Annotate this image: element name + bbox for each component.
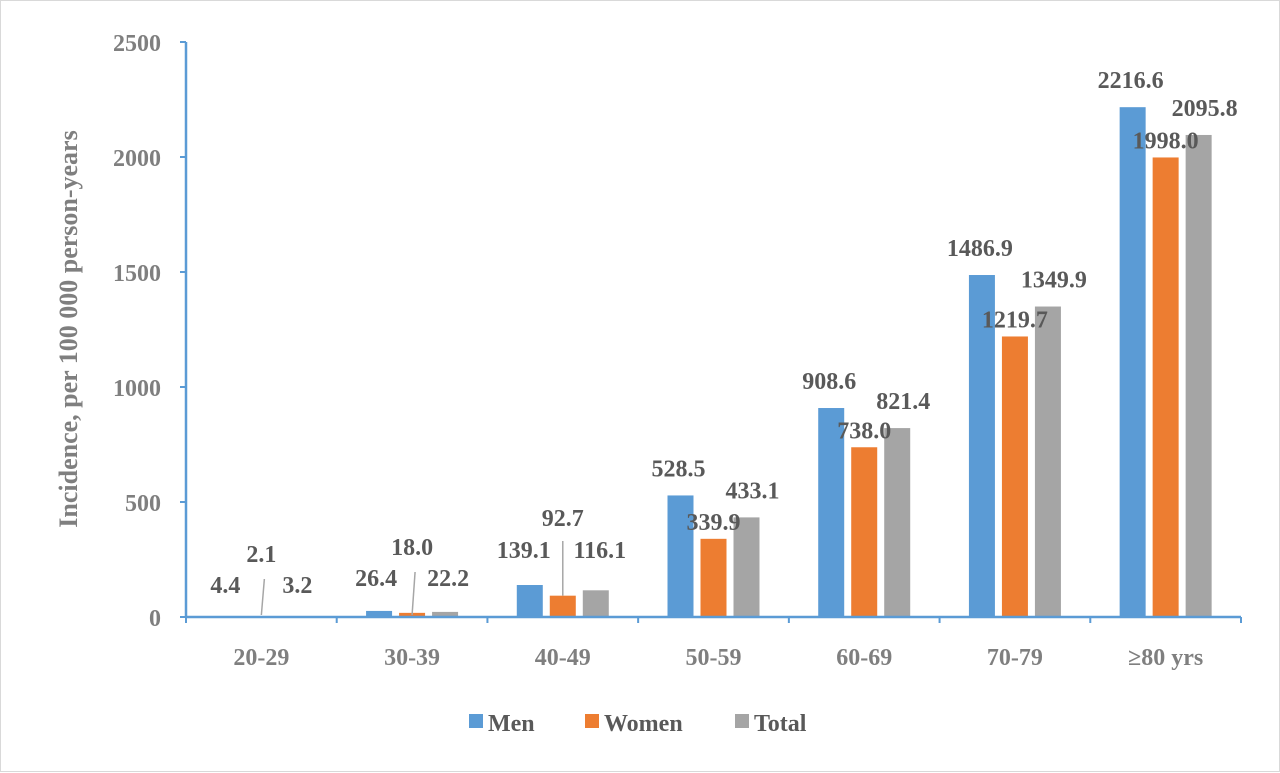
data-label-men: 1486.9 xyxy=(947,236,1013,262)
bar-men xyxy=(818,408,845,617)
data-label-men: 2216.6 xyxy=(1098,68,1164,94)
data-label-women: 2.1 xyxy=(246,542,276,568)
data-label-total: 22.2 xyxy=(427,566,469,592)
x-tick-label: 30-39 xyxy=(384,645,440,671)
data-labels-group: 4.42.13.2 26.4 18.0 22.2 139.1 92.7 116.1 528.5… xyxy=(210,68,1238,616)
data-label-women: 1998.0 xyxy=(1133,128,1199,154)
data-label-leader-line xyxy=(260,578,266,616)
data-label-total: 433.1 xyxy=(726,478,780,504)
bar-women xyxy=(851,447,878,617)
bar-men xyxy=(366,610,393,617)
bar-women xyxy=(1001,336,1028,617)
y-tick-label: 500 xyxy=(125,491,161,517)
y-tick-label: 2500 xyxy=(113,31,161,57)
bar-total xyxy=(884,428,911,617)
y-tick-label: 0 xyxy=(149,606,161,632)
bar-men xyxy=(667,495,694,617)
x-tick-label: 60-69 xyxy=(836,645,892,671)
data-label-men: 26.4 xyxy=(355,566,397,592)
x-tick-label: ≥80 yrs xyxy=(1128,645,1203,671)
x-tick-label: 40-49 xyxy=(535,645,591,671)
data-label-women: 738.0 xyxy=(837,418,891,444)
data-label-men: 4.4 xyxy=(210,573,240,599)
legend-swatch-women xyxy=(585,714,599,728)
data-label-total: 821.4 xyxy=(876,389,930,415)
bar-women xyxy=(549,595,576,617)
legend-swatch-men xyxy=(469,714,483,728)
data-label-men: 528.5 xyxy=(652,456,706,482)
bar-total xyxy=(432,611,459,617)
legend-label-total: Total xyxy=(754,711,807,737)
y-tick-label: 1000 xyxy=(113,376,161,402)
legend-swatch-total xyxy=(735,714,749,728)
data-label-total: 2095.8 xyxy=(1172,96,1238,122)
bar-men xyxy=(516,585,543,617)
bar-total xyxy=(733,517,760,617)
x-tick-label: 70-79 xyxy=(987,645,1043,671)
legend: Men Women Total xyxy=(469,711,807,737)
data-label-total: 116.1 xyxy=(573,538,626,564)
legend-label-women: Women xyxy=(604,711,683,737)
data-label-total: 3.2 xyxy=(282,573,312,599)
data-label-women: 92.7 xyxy=(542,506,584,532)
legend-label-men: Men xyxy=(488,711,535,737)
x-tick-label: 20-29 xyxy=(233,645,289,671)
data-label-total: 1349.9 xyxy=(1021,268,1087,294)
data-label-women: 1219.7 xyxy=(982,307,1048,333)
data-label-women: 18.0 xyxy=(391,535,433,561)
y-tick-label: 1500 xyxy=(113,261,161,287)
bars-group xyxy=(215,107,1212,617)
bar-total xyxy=(1034,306,1061,617)
bar-men xyxy=(1119,107,1146,617)
x-axis: 20-29 30-39 40-49 50-59 60-69 70-79 ≥80 yrs xyxy=(185,615,1242,671)
y-axis-label: Incidence, per 100 000 person-years xyxy=(54,130,83,527)
x-tick-label: 50-59 xyxy=(686,645,742,671)
bar-total xyxy=(582,590,609,617)
y-axis: 0 500 1000 1500 2000 2500 xyxy=(113,31,188,632)
bar-women xyxy=(700,538,727,617)
data-label-men: 908.6 xyxy=(802,369,856,395)
bar-total xyxy=(1185,134,1212,617)
data-label-women: 339.9 xyxy=(687,510,741,536)
y-tick-label: 2000 xyxy=(113,146,161,172)
data-label-leader-line xyxy=(411,571,416,616)
bar-men xyxy=(968,275,995,617)
data-label-men: 139.1 xyxy=(497,538,551,564)
bar-women xyxy=(1152,157,1179,617)
